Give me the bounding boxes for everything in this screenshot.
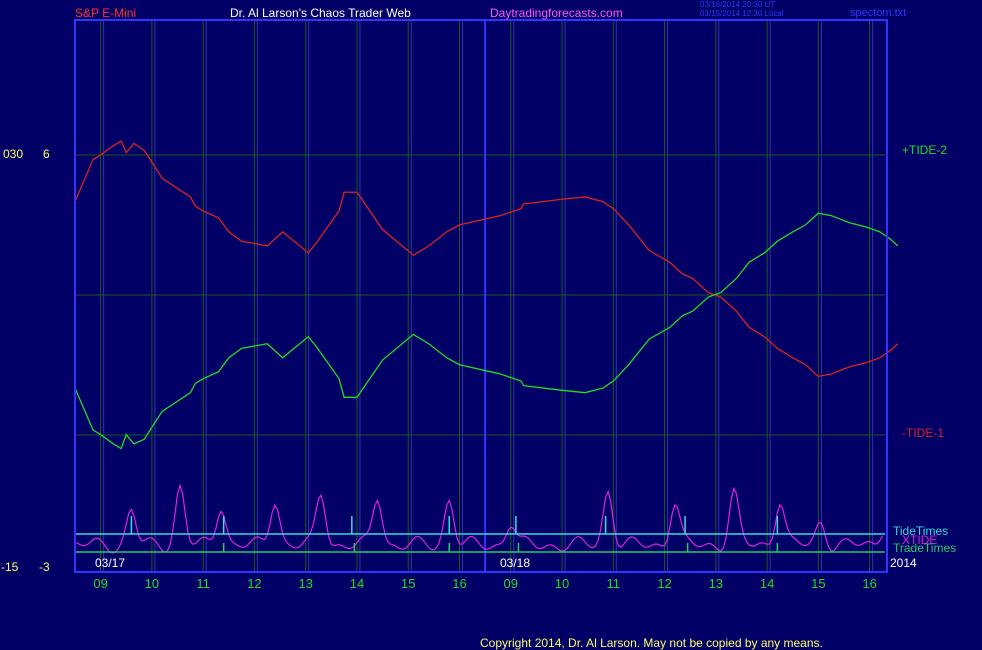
x-tick-label: 11 [196,576,210,591]
label-tradetimes: TradeTimes [893,541,957,555]
label-xtide: XTIDE [902,533,938,547]
timestamp-line-1: 03/16/2014 20:30 UT [700,0,776,9]
date-label-3: 2014 [890,556,917,570]
xtide-line [74,483,883,554]
time-markers [75,516,885,553]
x-tick-label: 10 [145,576,159,591]
label-tidetimes: TideTimes [893,524,949,538]
site-title: Dr. Al Larson's Chaos Trader Web [230,6,411,20]
xtide-series [74,483,883,554]
copyright: Copyright 2014, Dr. Al Larson. May not b… [480,636,823,650]
date-label-2: 03/18 [500,556,531,570]
x-tick-label: 10 [555,576,569,591]
x-tick-label: 11 [607,576,621,591]
x-tick-label: 14 [760,576,774,591]
x-tick-label: 13 [298,576,312,591]
x-tick-label: 16 [452,576,466,591]
date-label-1: 03/17 [95,556,126,570]
axis-label-bottom-a: -15 [1,560,19,574]
x-tick-labels: 09 10 11 12 13 14 15 16 09 10 11 12 13 14 15 16 [93,576,876,591]
domain-label[interactable]: Daytradingforecasts.com [490,6,623,20]
grid-lines [75,20,885,572]
plot-background [75,20,887,572]
tide1-line [74,140,899,378]
tide2-line [74,212,899,450]
x-tick-label: 12 [657,576,671,591]
x-tick-label: 15 [401,576,415,591]
label-tide1: -TIDE-1 [902,426,944,440]
x-tick-label: 13 [709,576,723,591]
plot-frame [74,19,888,573]
instrument-label: S&P E-Mini [75,6,137,20]
label-tide2: +TIDE-2 [902,143,948,157]
x-tick-label: 12 [247,576,261,591]
x-tick-label: 16 [862,576,876,591]
file-label: spectom.txt [850,7,907,19]
tide-series [74,140,899,450]
axis-label-bottom-b: -3 [39,560,50,574]
axis-label-top-a: 030 [3,147,24,161]
axis-label-top-b: 6 [43,147,50,161]
timestamp-line-2: 03/15/2014 12:30 Local [700,9,784,18]
x-tick-label: 14 [350,576,364,591]
x-tick-label: 15 [811,576,825,591]
x-tick-label: 09 [93,576,107,591]
x-tick-label: 09 [504,576,518,591]
